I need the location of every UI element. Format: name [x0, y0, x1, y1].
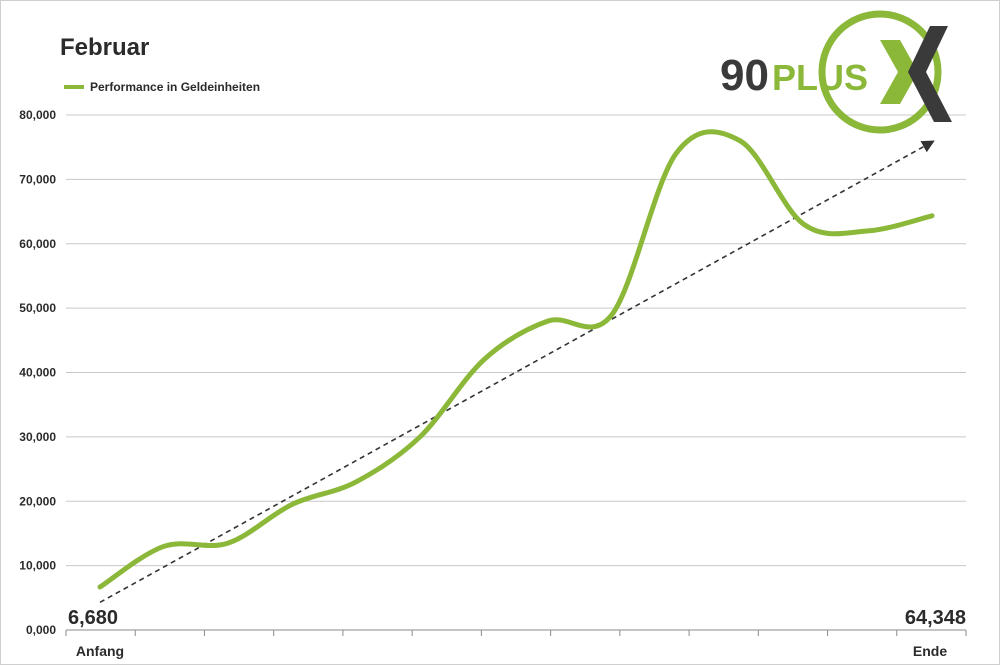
chart-title: Februar: [60, 34, 150, 61]
series-group: [97, 129, 935, 590]
y-tick-label: 30,000: [19, 430, 56, 444]
data-label-start: 6,680: [68, 607, 118, 629]
logo-text-plus: PLUS: [772, 57, 868, 98]
x-tick-label: Ende: [913, 643, 947, 659]
gridlines: [66, 114, 966, 631]
legend-label: Performance in Geldeinheiten: [90, 80, 261, 94]
legend: Performance in Geldeinheiten: [64, 80, 260, 94]
y-tick-label: 70,000: [19, 172, 56, 186]
data-label-end: 64,348: [905, 607, 966, 629]
logo-ring: [818, 10, 942, 134]
y-tick-label: 0,000: [26, 623, 56, 637]
y-tick-label: 50,000: [19, 301, 56, 315]
y-tick-label: 60,000: [19, 237, 56, 251]
logo-text-90: 90: [720, 51, 769, 100]
data-labels: 6,680 64,348: [68, 607, 966, 629]
y-axis-ticks: 0,000 10,000 20,000 30,000 40,000 50,000 60,00…: [19, 108, 56, 637]
x-axis-ticks: Anfang Ende: [65, 630, 967, 659]
logo-chevron-dark: [908, 26, 952, 122]
y-tick-label: 20,000: [19, 494, 56, 508]
y-tick-label: 40,000: [19, 366, 56, 380]
y-tick-label: 10,000: [19, 559, 56, 573]
trendline: [99, 140, 935, 604]
legend-swatch: [64, 85, 84, 89]
x-tick-label: Anfang: [76, 643, 124, 659]
y-tick-label: 80,000: [19, 108, 56, 122]
logo-chevron-green: [880, 40, 918, 104]
series-line-performance: [97, 129, 935, 590]
trendline-group: [99, 140, 935, 604]
brand-logo: 90 PLUS: [720, 10, 952, 134]
